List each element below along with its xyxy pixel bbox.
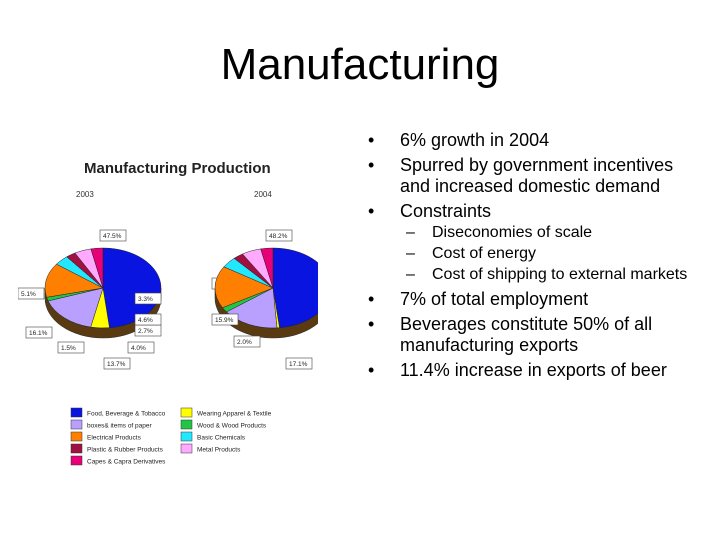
pie-year-label: 2004 [254,190,272,199]
legend-swatch [180,419,193,430]
legend-swatch [180,431,193,442]
data-label: 4.0% [131,345,146,352]
data-label-box [127,341,155,354]
bullet-marker: – [406,224,415,241]
legend-entry: Wearing Apparel & Textile [197,411,272,418]
data-label: 13.7% [107,361,126,368]
data-label: 2.7% [138,328,153,335]
legend-swatch [70,419,83,430]
legend-entry: Plastic & Rubber Products [87,447,164,454]
data-label: 17.1% [289,361,308,368]
legend-entry: Basic Chemicals [197,435,246,442]
sub-bullet-item: – Diseconomies of scale [368,223,708,243]
data-label: 5.1% [21,291,36,298]
data-label-box [57,341,85,354]
legend-entry: Electrical Products [87,435,142,442]
data-label-box [265,229,293,242]
bullet-item: • 6% growth in 2004 [368,130,708,151]
bullet-text: Spurred by government incentives and inc… [400,155,674,196]
pie-slice [260,247,274,289]
sub-bullet-item: – Cost of shipping to external markets [368,265,708,285]
legend-swatch [70,443,83,454]
data-label: 47.5% [103,233,122,240]
legend-swatch [180,407,193,418]
data-label: 15.9% [215,317,234,324]
bullet-text: Diseconomies of scale [432,224,593,241]
data-label: 3.3% [138,296,153,303]
manufacturing-production-chart: Manufacturing Production 2003 47.5% 5.1% 16… [18,160,318,466]
bullet-item: • 11.4% increase in exports of beer [368,360,708,381]
bullet-item: • Spurred by government incentives and in… [368,155,708,197]
chart-title: Manufacturing Production [84,160,271,177]
data-label-box [25,326,53,339]
bullet-list: • 6% growth in 2004 • Spurred by government… [368,126,708,381]
bullet-item: • 7% of total employment [368,289,708,310]
data-label-box [233,335,261,348]
legend-swatch [180,443,193,454]
pie-slice [102,247,162,329]
legend-entry: Food, Beverage & Tobacco [87,411,166,418]
data-label-box [211,313,239,326]
bullet-marker: • [368,314,375,334]
pie-slice [214,266,274,309]
pie-slice [272,247,318,329]
data-label-box [18,287,45,300]
legend-swatch [70,455,83,466]
bullet-text: Constraints [400,201,492,221]
bullet-text: Beverages constitute 50% of all manufact… [400,314,653,355]
bullet-marker: • [368,360,375,380]
bullet-marker: • [368,130,375,150]
bullet-marker: • [368,155,375,175]
slide-title: Manufacturing [220,40,500,89]
legend-entry: boxes& items of paper [87,423,153,430]
data-label-box [134,313,162,326]
data-label: 2.0% [237,339,252,346]
pie-slice [90,247,104,289]
data-label: 48.2% [269,233,288,240]
data-label: 4.6% [138,317,153,324]
bullet-text: 7% of total employment [400,289,589,309]
bullet-item: • Beverages constitute 50% of all manufac… [368,314,708,356]
sub-bullet-item: – Cost of energy [368,244,708,264]
legend-entry: Wood & Wood Products [197,423,267,430]
bullet-item: • Constraints [368,201,708,222]
pie-slice [226,287,278,329]
data-label-box [99,229,127,242]
bullet-text: Cost of shipping to external markets [432,266,688,283]
bullet-marker: – [406,245,415,262]
bullet-marker: • [368,201,375,221]
legend-entry: Capes & Capra Derivatives [87,459,166,466]
legend-entry: Metal Products [197,447,241,454]
bullet-text: 6% growth in 2004 [400,130,550,150]
data-label: 16.1% [29,330,48,337]
data-label: 1.5% [61,345,76,352]
bullet-text: 11.4% increase in exports of beer [400,360,667,380]
data-label-box [134,292,162,305]
legend-swatch [70,407,83,418]
pie-year-label: 2003 [76,190,94,199]
legend-swatch [70,431,83,442]
bullet-marker: • [368,289,375,309]
data-label-box [285,357,313,370]
data-label-box [103,357,131,370]
bullet-marker: – [406,266,415,283]
bullet-text: Cost of energy [432,245,537,262]
